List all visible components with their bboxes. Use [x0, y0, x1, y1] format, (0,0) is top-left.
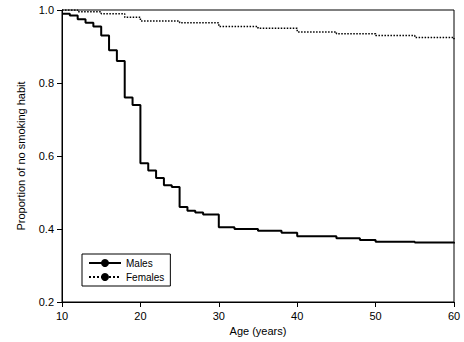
svg-text:Females: Females [126, 272, 164, 283]
svg-text:Proportion of no smoking habit: Proportion of no smoking habit [15, 81, 27, 230]
svg-text:Males: Males [126, 258, 153, 269]
svg-text:Age (years): Age (years) [230, 325, 287, 337]
svg-text:10: 10 [56, 310, 68, 322]
svg-text:30: 30 [213, 310, 225, 322]
svg-text:60: 60 [448, 310, 460, 322]
svg-text:0.4: 0.4 [39, 223, 54, 235]
svg-text:50: 50 [369, 310, 381, 322]
svg-text:20: 20 [134, 310, 146, 322]
svg-text:1.0: 1.0 [39, 4, 54, 16]
svg-text:0.6: 0.6 [39, 150, 54, 162]
svg-text:40: 40 [291, 310, 303, 322]
svg-text:0.2: 0.2 [39, 296, 54, 308]
svg-text:0.8: 0.8 [39, 77, 54, 89]
